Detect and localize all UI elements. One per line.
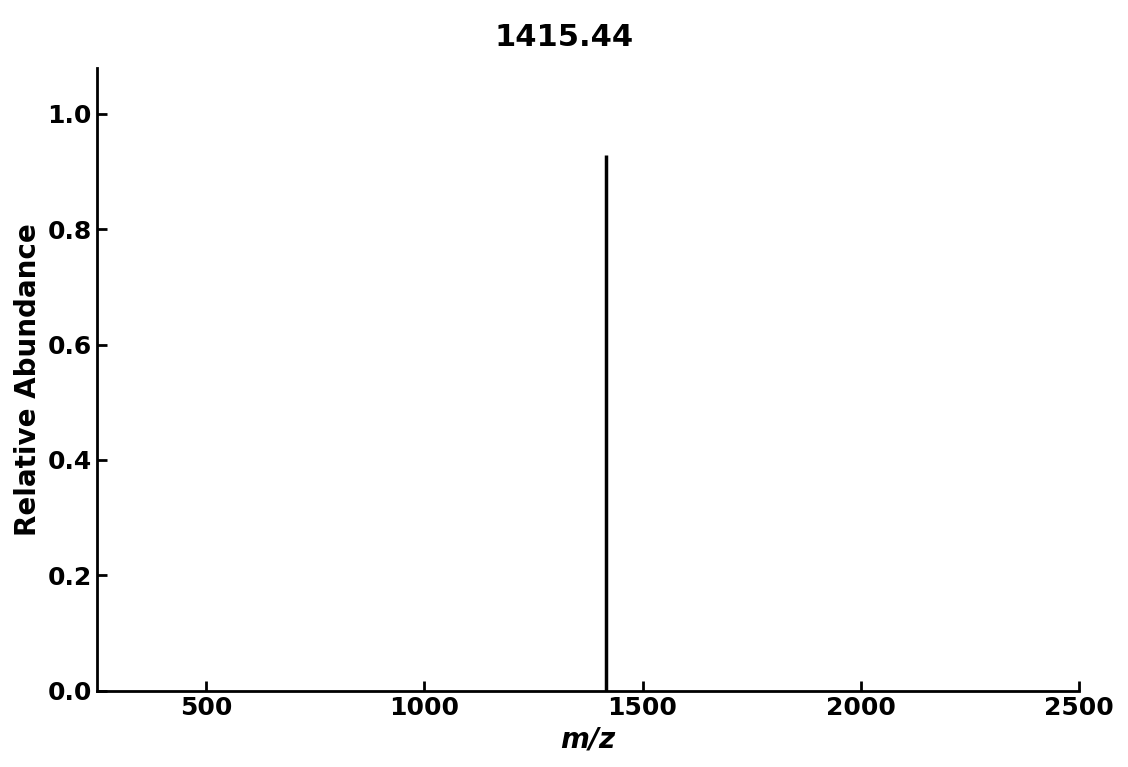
Y-axis label: Relative Abundance: Relative Abundance: [14, 222, 42, 535]
Text: 1415.44: 1415.44: [494, 23, 634, 52]
X-axis label: m/z: m/z: [561, 725, 616, 753]
